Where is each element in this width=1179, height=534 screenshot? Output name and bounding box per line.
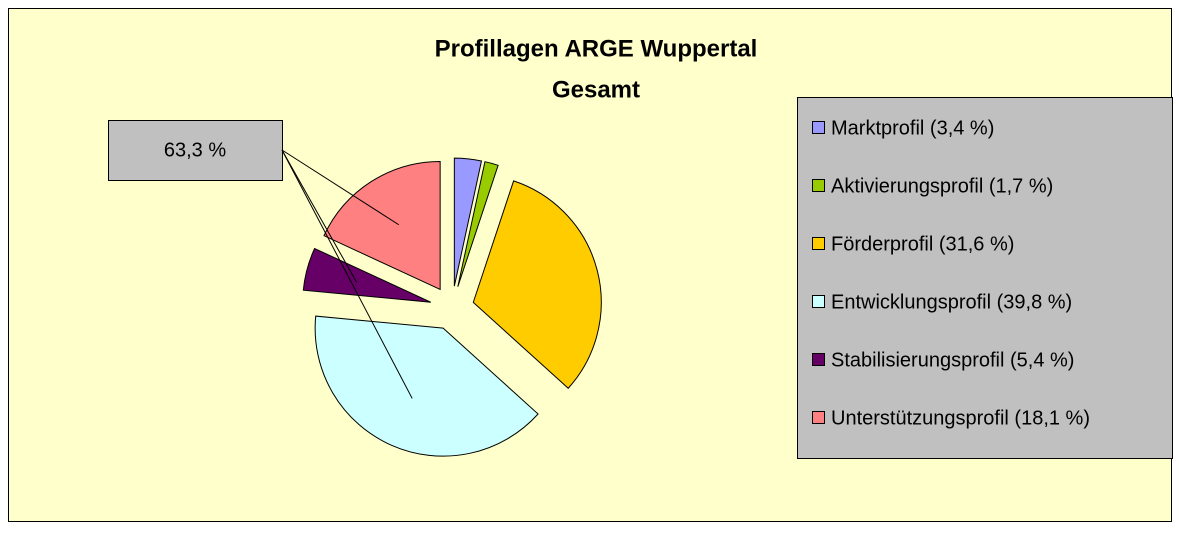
legend-label: Förderprofil (31,6 %) (831, 233, 1014, 255)
legend-swatch (812, 179, 825, 192)
legend-label: Entwicklungsprofil (39,8 %) (831, 291, 1072, 313)
chart-title: Profillagen ARGE Wuppertal (435, 35, 758, 62)
callout-line (281, 149, 400, 226)
pie-slice (302, 247, 431, 303)
callout-line (281, 149, 413, 399)
legend-swatch (812, 121, 825, 134)
legend-swatch (812, 237, 825, 250)
legend-swatch (812, 411, 825, 424)
callout-line (281, 149, 358, 283)
callout-text: 63,3 % (164, 139, 226, 161)
chart-subtitle: Gesamt (552, 76, 640, 103)
callout-box (108, 120, 283, 181)
legend-label: Aktivierungsprofil (1,7 %) (831, 175, 1053, 197)
pie-slice (314, 315, 539, 457)
legend-swatch (812, 353, 825, 366)
pie-slice (323, 160, 441, 291)
pie-slice (453, 157, 483, 287)
legend-label: Unterstützungsprofil (18,1 %) (831, 407, 1090, 429)
legend-swatch (812, 295, 825, 308)
legend (797, 97, 1173, 459)
legend-label: Marktprofil (3,4 %) (831, 117, 994, 139)
legend-label: Stabilisierungsprofil (5,4 %) (831, 349, 1074, 371)
pie-slice (472, 180, 602, 389)
pie-slice (457, 161, 499, 287)
